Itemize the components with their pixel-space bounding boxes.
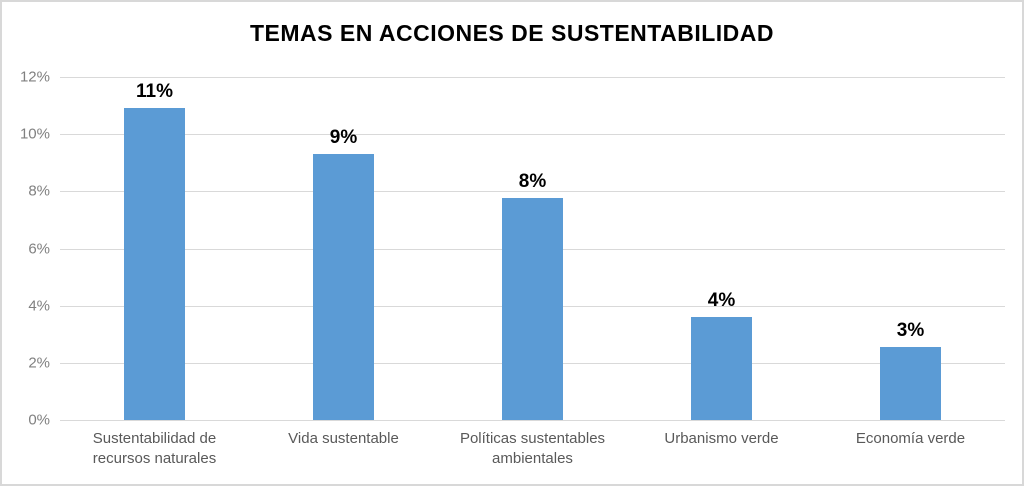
data-label: 11%: [136, 81, 173, 103]
bar-5: [880, 347, 941, 420]
gridline: [60, 77, 1005, 78]
gridline: [60, 134, 1005, 136]
bar-4: [691, 317, 752, 420]
y-tick-label: 12%: [19, 68, 50, 86]
category-label: Urbanismo verde: [664, 430, 779, 447]
bar-slot: 9%: [249, 77, 438, 420]
data-label: 3%: [896, 320, 925, 342]
data-label: 8%: [518, 171, 547, 193]
y-tick-label: 4%: [28, 297, 50, 315]
category-label: Políticas sustentables ambientales: [459, 430, 606, 467]
bar-2: [313, 154, 374, 420]
y-tick-label: 10%: [19, 125, 50, 143]
bar-slot: 11%: [60, 77, 249, 420]
bar-1: [124, 108, 185, 420]
gridline: [60, 420, 1005, 421]
bar-slot: 3%: [816, 77, 1005, 420]
plot-area: 11% 9% 8% 4% 3%: [60, 77, 1005, 421]
category-label: Vida sustentable: [288, 430, 399, 447]
y-tick-label: 0%: [28, 411, 50, 429]
gridline: [60, 191, 1005, 193]
y-tick-label: 2%: [28, 354, 50, 372]
bar-3: [502, 198, 563, 420]
category-label: Economía verde: [855, 430, 966, 447]
bar-slot: 8%: [438, 77, 627, 420]
y-tick-label: 6%: [28, 240, 50, 257]
y-axis: 0% 2% 4% 6% 8% 10% 12%: [2, 70, 50, 428]
category-label: Sustentabilidad de recursos naturales: [92, 430, 217, 467]
y-tick-label: 8%: [28, 182, 50, 200]
chart-title: TEMAS EN ACCIONES DE SUSTENTABILIDAD: [249, 20, 775, 46]
bar-slot: 4%: [627, 77, 816, 420]
data-label: 4%: [707, 290, 736, 312]
data-label: 9%: [329, 127, 358, 149]
